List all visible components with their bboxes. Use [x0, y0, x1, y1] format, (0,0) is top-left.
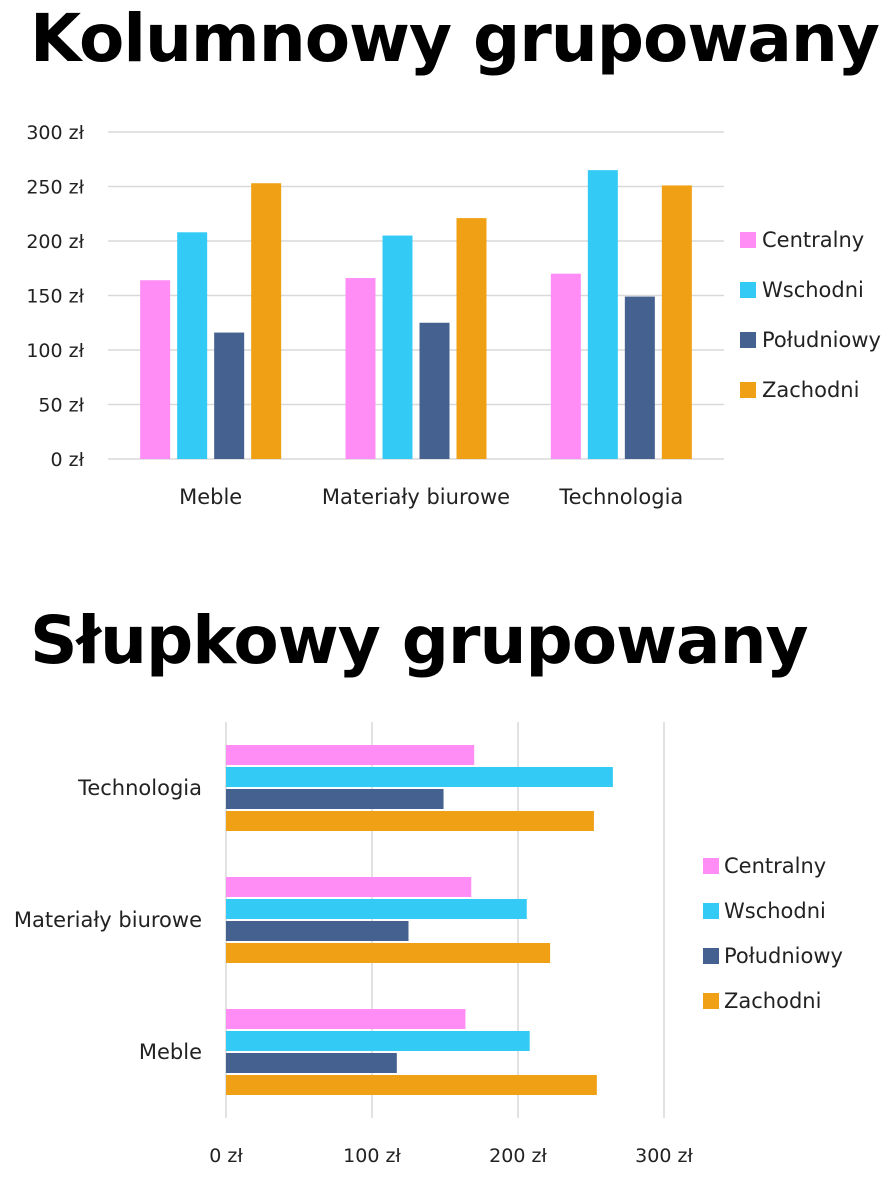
legend-label: Południowy [762, 328, 881, 352]
bar [226, 899, 527, 919]
bar [226, 877, 472, 897]
y-tick-label: 50 zł [38, 395, 84, 417]
y-tick-label: 300 zł [26, 122, 84, 144]
column-chart: 0 zł 50 zł 100 zł 150 zł 200 zł 250 zł 300 zł M… [26, 122, 881, 509]
column-chart-title: Kolumnowy grupowany [30, 0, 880, 77]
y-tick-label: 150 zł [26, 286, 84, 308]
legend-label: Centralny [762, 228, 864, 252]
bar [251, 183, 282, 460]
x-tick-label: 200 zł [489, 1145, 547, 1167]
bar [226, 943, 551, 963]
bar [226, 1075, 597, 1095]
legend-swatch [740, 332, 756, 348]
legend-label: Wschodni [724, 899, 826, 923]
y-category-label: Technologia [77, 776, 202, 800]
legend-swatch [740, 282, 756, 298]
legend-swatch [740, 382, 756, 398]
y-tick-label: 100 zł [26, 340, 84, 362]
x-tick-label: 0 zł [209, 1145, 243, 1167]
y-tick-label: 250 zł [26, 177, 84, 199]
legend-label: Południowy [724, 944, 843, 968]
bar-chart-title: Słupkowy grupowany [30, 602, 809, 679]
bar [661, 185, 692, 459]
x-category-label: Meble [179, 485, 242, 509]
bar [226, 745, 475, 765]
bar [177, 232, 208, 459]
legend-swatch [703, 858, 719, 874]
legend-swatch [703, 948, 719, 964]
x-category-label: Materiały biurowe [322, 485, 510, 509]
bar [587, 170, 618, 459]
y-category-label: Meble [139, 1040, 202, 1064]
y-tick-label: 0 zł [50, 449, 84, 471]
bar [214, 332, 245, 459]
bar [226, 1009, 466, 1029]
bar [226, 1031, 530, 1051]
bar [550, 273, 581, 459]
bar [419, 322, 450, 459]
bar [140, 280, 171, 459]
x-tick-label: 300 zł [635, 1145, 693, 1167]
legend-swatch [740, 232, 756, 248]
legend-swatch [703, 903, 719, 919]
x-category-label: Technologia [558, 485, 683, 509]
bar [456, 218, 487, 459]
x-tick-label: 100 zł [343, 1145, 401, 1167]
bar [226, 767, 613, 787]
bar [226, 921, 409, 941]
bar [226, 789, 444, 809]
bar [382, 235, 413, 459]
y-tick-label: 200 zł [26, 231, 84, 253]
bar [345, 278, 376, 459]
legend-label: Wschodni [762, 278, 864, 302]
legend-swatch [703, 993, 719, 1009]
legend-label: Centralny [724, 854, 826, 878]
legend-label: Zachodni [724, 989, 821, 1013]
bar [226, 1053, 397, 1073]
bar [624, 296, 655, 459]
bar [226, 811, 594, 831]
legend-label: Zachodni [762, 378, 859, 402]
y-category-label: Materiały biurowe [14, 908, 202, 932]
